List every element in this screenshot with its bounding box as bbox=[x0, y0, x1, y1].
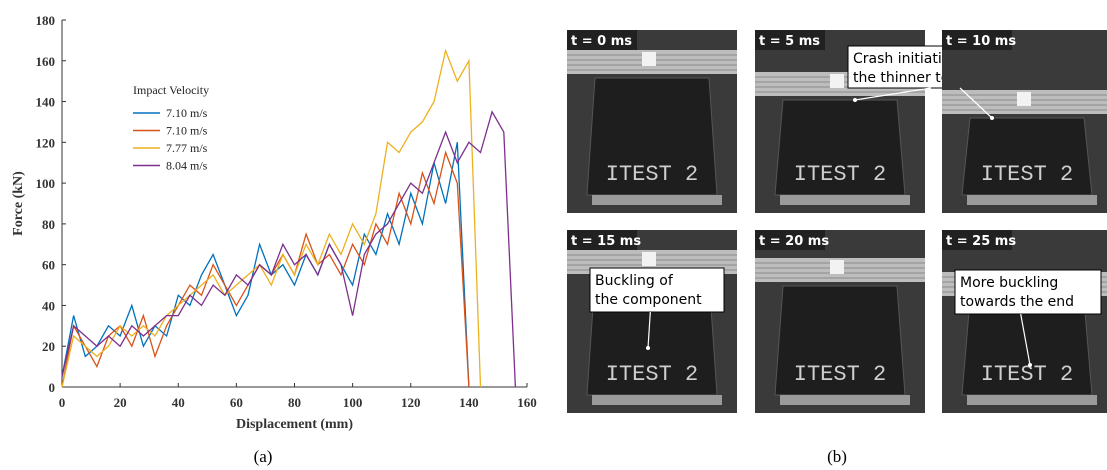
photo-base bbox=[592, 395, 722, 405]
annotation-arrow bbox=[854, 87, 931, 101]
photo-base bbox=[592, 195, 722, 205]
legend-label: 7.77 m/s bbox=[166, 141, 208, 155]
photo-tag bbox=[1017, 92, 1031, 106]
y-axis-label: Force (kN) bbox=[11, 171, 26, 236]
photo-marking: ITEST 2 bbox=[981, 362, 1073, 387]
x-tick-label: 140 bbox=[459, 395, 479, 410]
frame-label-bg bbox=[567, 230, 637, 250]
series-line bbox=[61, 110, 517, 388]
y-tick-label: 140 bbox=[36, 95, 56, 110]
photo-base bbox=[967, 395, 1097, 405]
photo-frame: ITEST 2 t = 20 ms bbox=[755, 230, 925, 413]
frame-label: t = 15 ms bbox=[571, 234, 641, 249]
x-tick-label: 20 bbox=[114, 395, 127, 410]
photo-tag bbox=[830, 74, 844, 88]
x-tick-label: 40 bbox=[172, 395, 185, 410]
series-line bbox=[61, 142, 470, 388]
photo-base bbox=[780, 395, 910, 405]
frame-label: t = 10 ms bbox=[946, 34, 1016, 49]
x-tick-label: 60 bbox=[230, 395, 243, 410]
photo-frame: ITEST 2 t = 0 ms bbox=[567, 30, 737, 213]
y-tick-label: 0 bbox=[49, 380, 56, 395]
x-tick-label: 0 bbox=[59, 395, 66, 410]
annotation-text: towards the end bbox=[960, 294, 1074, 310]
y-tick-label: 80 bbox=[42, 217, 55, 232]
frame-label-bg bbox=[942, 230, 1012, 250]
legend-label: 8.04 m/s bbox=[166, 159, 208, 173]
frame-label-bg bbox=[942, 30, 1012, 50]
arrow-head bbox=[990, 116, 994, 120]
frame-label-bg bbox=[755, 230, 825, 250]
photo-marking: ITEST 2 bbox=[606, 162, 698, 187]
frame-label: t = 25 ms bbox=[946, 234, 1016, 249]
annotation-text: Buckling of bbox=[595, 273, 674, 289]
photo-tag bbox=[642, 252, 656, 266]
frame-label: t = 20 ms bbox=[759, 234, 829, 249]
photo-marking: ITEST 2 bbox=[981, 162, 1073, 187]
photo-tag bbox=[830, 260, 844, 274]
annotation-text: the component bbox=[595, 292, 702, 308]
annotation-arrow bbox=[959, 87, 993, 119]
annotation-text: More buckling bbox=[960, 275, 1058, 291]
frame-label-bg bbox=[567, 30, 637, 50]
photo-marking: ITEST 2 bbox=[794, 162, 886, 187]
annotation-box bbox=[589, 267, 725, 313]
caption: (a) bbox=[254, 447, 273, 466]
legend-title: Impact Velocity bbox=[133, 83, 209, 97]
photo-frame: ITEST 2 t = 10 ms bbox=[942, 30, 1107, 213]
photo-frame: ITEST 2 t = 15 ms Buckling of the component bbox=[567, 230, 737, 413]
y-tick-label: 60 bbox=[42, 258, 55, 273]
x-tick-label: 100 bbox=[343, 395, 363, 410]
annotation-arrow bbox=[1020, 313, 1031, 366]
photo-base bbox=[967, 195, 1097, 205]
photo-tag bbox=[642, 52, 656, 66]
y-tick-label: 100 bbox=[36, 176, 56, 191]
y-tick-label: 160 bbox=[36, 54, 56, 69]
photo-marking: ITEST 2 bbox=[606, 362, 698, 387]
photo-base bbox=[780, 195, 910, 205]
annotation-box bbox=[954, 269, 1102, 315]
x-tick-label: 120 bbox=[401, 395, 421, 410]
arrow-head bbox=[853, 98, 857, 102]
x-tick-label: 160 bbox=[517, 395, 537, 410]
legend-label: 7.10 m/s bbox=[166, 124, 208, 138]
caption: (b) bbox=[827, 447, 847, 466]
photo-marking: ITEST 2 bbox=[794, 362, 886, 387]
arrow-head bbox=[1028, 363, 1032, 367]
legend-label: 7.10 m/s bbox=[166, 106, 208, 120]
x-axis-label: Displacement (mm) bbox=[236, 417, 353, 432]
annotation-arrow bbox=[647, 311, 651, 349]
y-tick-label: 180 bbox=[36, 13, 56, 28]
arrow-head bbox=[646, 346, 650, 350]
photo-frame: ITEST 2 t = 25 ms More buckling towards the… bbox=[942, 230, 1107, 413]
frame-label: t = 0 ms bbox=[571, 34, 632, 49]
frame-label-bg bbox=[755, 30, 825, 50]
y-tick-label: 40 bbox=[42, 298, 55, 313]
series-line bbox=[61, 48, 482, 388]
y-tick-label: 20 bbox=[42, 339, 55, 354]
y-tick-label: 120 bbox=[36, 135, 56, 150]
x-tick-label: 80 bbox=[288, 395, 301, 410]
frame-label: t = 5 ms bbox=[759, 34, 820, 49]
